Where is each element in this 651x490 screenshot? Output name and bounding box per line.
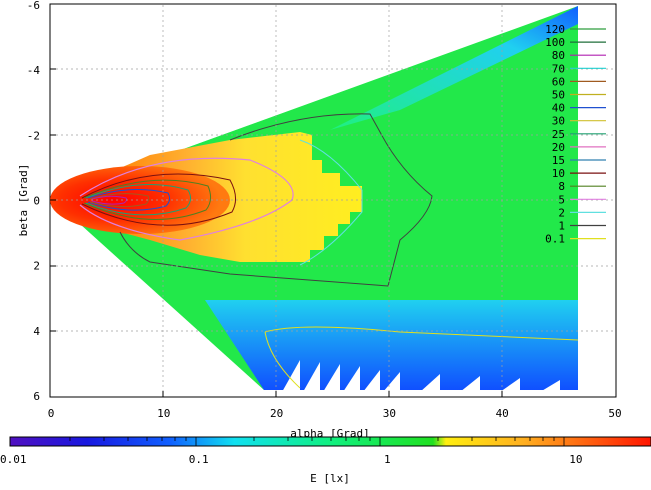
contour-2 [299, 139, 363, 266]
colorbar-tick-label: 10 [569, 453, 582, 466]
legend-label: 15 [552, 154, 565, 167]
region-mask-top [51, 5, 579, 190]
region-red-hotspot [50, 166, 230, 234]
colorbar-tick-labels: 0.01 0.1 1 10 [0, 453, 583, 466]
colorbar-tick-label: 0.1 [189, 453, 209, 466]
legend-label: 5 [558, 193, 565, 206]
legend-label: 20 [552, 141, 565, 154]
y-tick-label: -2 [27, 129, 40, 142]
axis-ticks [50, 68, 503, 397]
x-tick-label: 0 [48, 407, 55, 420]
bottom-sawtooth [282, 360, 560, 392]
region-bottom-blue-band [205, 300, 578, 390]
legend-label: 120 [545, 23, 565, 36]
legend-label: 60 [552, 75, 565, 88]
legend-label: 25 [552, 128, 565, 141]
colorbar-label: E [lx] [310, 472, 350, 485]
colorbar-tick-label: 0.01 [0, 453, 27, 466]
grid-lines [51, 5, 615, 396]
contour-10 [81, 173, 236, 226]
legend-label: 10 [552, 167, 565, 180]
x-tick-label: 40 [496, 407, 509, 420]
contour-25 [85, 184, 192, 216]
y-tick-label: -6 [27, 0, 40, 12]
contour-40 [87, 188, 171, 211]
y-tick-label: 4 [33, 325, 40, 338]
x-tick-label: 20 [270, 407, 283, 420]
y-tick-label: -4 [27, 64, 41, 77]
legend-label: 0.1 [545, 233, 565, 246]
contour-15 [83, 179, 212, 220]
legend-label: 2 [558, 206, 565, 219]
legend-label: 30 [552, 115, 565, 128]
contour-1 [119, 113, 433, 287]
y-tick-labels: -6 -4 -2 0 2 4 6 [27, 0, 41, 403]
legend-label: 80 [552, 49, 565, 62]
x-tick-label: 10 [157, 407, 170, 420]
contour-60 [89, 193, 150, 208]
legend-label: 100 [545, 36, 565, 49]
heatmap-regions [50, 5, 579, 392]
legend-label: 50 [552, 89, 565, 102]
x-tick-label: 50 [608, 407, 621, 420]
colorbar [9, 436, 651, 447]
legend-label: 40 [552, 102, 565, 115]
colorbar-minor-ticks [69, 437, 565, 446]
y-axis-label: beta [Grad] [17, 164, 30, 237]
y-tick-label: 0 [33, 195, 40, 208]
legend-label: 1 [558, 220, 565, 233]
region-mask-bottom [51, 215, 264, 392]
colorbar-tick-label: 1 [384, 453, 391, 466]
legend-label: 8 [558, 180, 565, 193]
x-tick-labels: 0 10 20 30 40 50 [48, 407, 622, 420]
y-tick-label: 6 [33, 390, 40, 403]
y-tick-label: 2 [33, 260, 40, 273]
x-tick-label: 30 [383, 407, 396, 420]
legend-label: 70 [552, 62, 565, 75]
region-top-blue-band [330, 6, 578, 130]
